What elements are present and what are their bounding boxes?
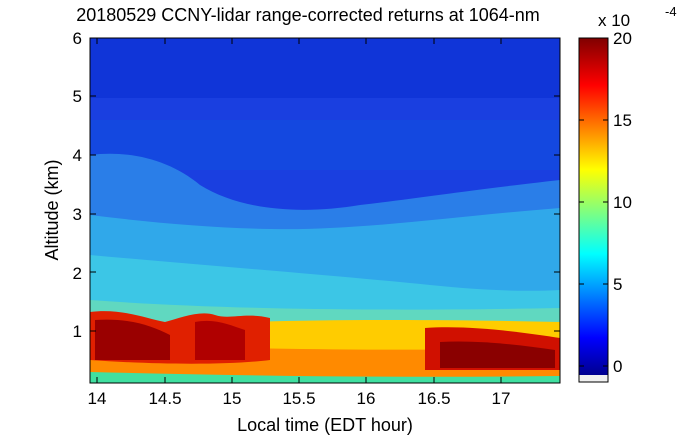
- colorbar: 0 5 10 15 20 x 10 -4: [578, 4, 677, 383]
- colorbar-tick-label: 10: [613, 193, 632, 212]
- colorbar-multiplier: x 10: [598, 11, 630, 30]
- y-tick-label: 6: [73, 29, 82, 48]
- y-axis-title: Altitude (km): [42, 159, 62, 260]
- x-tick-label: 17: [492, 389, 511, 408]
- x-tick-label: 15: [223, 389, 242, 408]
- colorbar-tick-label: 20: [613, 29, 632, 48]
- x-tick-label: 14: [88, 389, 107, 408]
- x-axis-title: Local time (EDT hour): [237, 415, 413, 435]
- y-tick-label: 3: [73, 205, 82, 224]
- colorbar-exponent: -4: [665, 4, 677, 19]
- heatmap-area: [90, 38, 560, 383]
- y-axis: 1 2 3 4 5 6: [73, 29, 560, 341]
- plot-frame: [89, 37, 561, 384]
- y-tick-label: 1: [73, 322, 82, 341]
- x-tick-label: 16.5: [417, 389, 450, 408]
- y-tick-label: 2: [73, 264, 82, 283]
- x-tick-label: 14.5: [148, 389, 181, 408]
- x-tick-label: 15.5: [282, 389, 315, 408]
- colorbar-frame: [578, 37, 609, 383]
- colorbar-tick-label: 15: [613, 111, 632, 130]
- y-tick-label: 4: [73, 146, 82, 165]
- colorbar-tick-label: 5: [613, 275, 622, 294]
- x-tick-label: 16: [357, 389, 376, 408]
- chart-title: 20180529 CCNY-lidar range-corrected retu…: [76, 5, 540, 25]
- colorbar-tick-label: 0: [613, 357, 622, 376]
- colorbar-gradient: [579, 38, 608, 375]
- x-axis: 14 14.5 15 15.5 16 16.5 17: [88, 38, 511, 408]
- y-tick-label: 5: [73, 87, 82, 106]
